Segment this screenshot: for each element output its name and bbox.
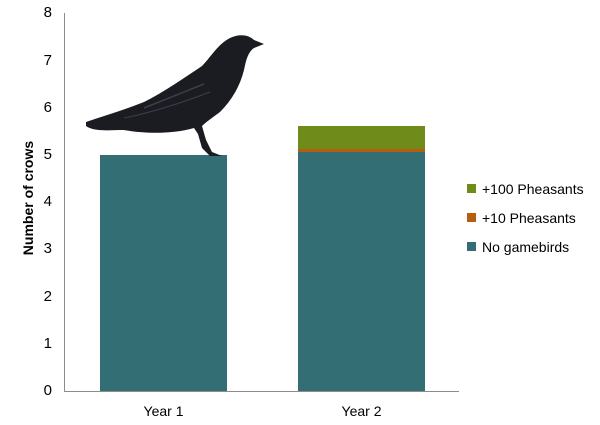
legend-swatch xyxy=(467,242,476,251)
legend-label: No gamebirds xyxy=(482,238,570,255)
y-tick: 0 xyxy=(43,382,52,399)
x-axis-line xyxy=(64,391,459,392)
legend-swatch xyxy=(467,184,476,193)
legend-swatch xyxy=(467,213,476,222)
y-tick: 8 xyxy=(43,4,52,21)
x-tick-label: Year 2 xyxy=(341,403,382,419)
legend-label: +10 Pheasants xyxy=(482,209,576,226)
y-tick: 4 xyxy=(43,193,52,210)
y-tick: 1 xyxy=(43,335,52,352)
bar-year2-100-pheasants xyxy=(298,126,425,149)
legend-item: +10 Pheasants xyxy=(467,203,584,232)
legend-item: No gamebirds xyxy=(467,232,584,261)
legend-item: +100 Pheasants xyxy=(467,174,584,203)
legend-label: +100 Pheasants xyxy=(482,180,584,197)
y-tick: 5 xyxy=(43,146,52,163)
y-tick: 3 xyxy=(43,240,52,257)
y-axis-title: Number of crows xyxy=(20,140,36,256)
y-tick: 2 xyxy=(43,288,52,305)
bar-year1-no-gamebirds xyxy=(100,155,227,391)
x-tick-label: Year 1 xyxy=(143,403,184,419)
y-tick: 6 xyxy=(43,99,52,116)
legend: +100 Pheasants +10 Pheasants No gamebird… xyxy=(467,174,584,261)
bar-year2-no-gamebirds xyxy=(298,152,425,391)
y-axis-line xyxy=(64,13,65,391)
bar-year2-10-pheasants xyxy=(298,149,425,152)
y-tick: 7 xyxy=(43,52,52,69)
crow-icon xyxy=(86,35,264,156)
